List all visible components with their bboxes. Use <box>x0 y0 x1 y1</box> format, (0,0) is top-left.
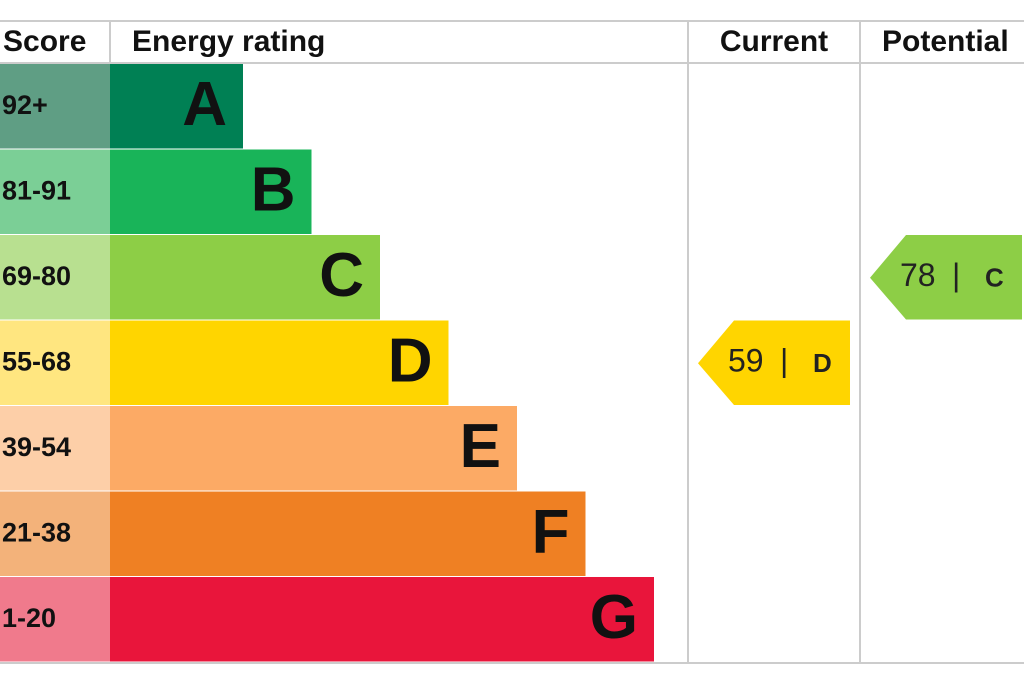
score-cell <box>0 235 110 320</box>
arrow-value: 78 <box>900 257 936 293</box>
score-label: 92+ <box>2 90 48 120</box>
rating-bar <box>110 491 586 576</box>
header-potential: Potential <box>882 25 1009 58</box>
score-cell <box>0 320 110 405</box>
score-label: 55-68 <box>2 346 71 376</box>
score-label: 39-54 <box>2 432 71 462</box>
arrow-separator: | <box>780 343 788 379</box>
score-cell <box>0 577 110 662</box>
header-score: Score <box>3 25 86 58</box>
score-label: 21-38 <box>2 517 71 547</box>
rating-letter: B <box>251 156 296 225</box>
rating-letter: C <box>319 241 364 310</box>
rating-bar <box>110 64 243 149</box>
rating-letter: D <box>388 327 433 396</box>
header-rating: Energy rating <box>132 25 325 58</box>
score-cell <box>0 64 110 149</box>
header-current: Current <box>720 25 828 58</box>
score-cell <box>0 491 110 576</box>
rating-bar <box>110 320 449 405</box>
grid <box>0 20 1024 664</box>
arrow-shape <box>698 320 850 405</box>
score-cell <box>0 149 110 234</box>
rating-bar <box>110 235 380 320</box>
rating-bar <box>110 406 517 491</box>
arrow-band: D <box>813 348 832 378</box>
arrow-band: C <box>985 263 1004 293</box>
rating-letter: G <box>590 583 638 652</box>
score-label: 1-20 <box>2 603 56 633</box>
arrow-value: 59 <box>728 343 764 379</box>
rating-letter: F <box>532 498 570 567</box>
score-label: 81-91 <box>2 175 71 205</box>
rating-bar <box>110 577 654 662</box>
arrow-shape <box>870 235 1022 320</box>
score-cell <box>0 406 110 491</box>
score-label: 69-80 <box>2 261 71 291</box>
potential-arrow: 78 | C <box>870 235 1022 320</box>
arrow-separator: | <box>952 257 960 293</box>
rating-letter: E <box>460 412 501 481</box>
rating-bar <box>110 149 312 234</box>
rating-letter: A <box>182 70 227 139</box>
current-arrow: 59 | D <box>698 320 850 405</box>
